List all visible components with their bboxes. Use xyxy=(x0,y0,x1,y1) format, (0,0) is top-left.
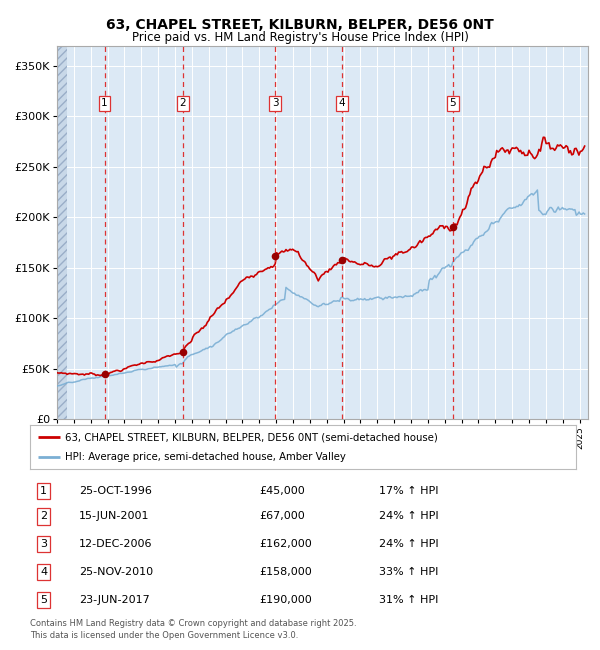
Text: This data is licensed under the Open Government Licence v3.0.: This data is licensed under the Open Gov… xyxy=(30,630,298,640)
Text: Price paid vs. HM Land Registry's House Price Index (HPI): Price paid vs. HM Land Registry's House … xyxy=(131,31,469,44)
Text: 1: 1 xyxy=(101,98,108,109)
Text: 17% ↑ HPI: 17% ↑ HPI xyxy=(379,486,439,496)
Text: 3: 3 xyxy=(40,540,47,549)
Bar xyxy=(57,46,67,419)
Text: 3: 3 xyxy=(272,98,278,109)
Text: 15-JUN-2001: 15-JUN-2001 xyxy=(79,512,149,521)
Text: 24% ↑ HPI: 24% ↑ HPI xyxy=(379,540,439,549)
Text: 2: 2 xyxy=(179,98,186,109)
Text: 63, CHAPEL STREET, KILBURN, BELPER, DE56 0NT: 63, CHAPEL STREET, KILBURN, BELPER, DE56… xyxy=(106,18,494,32)
Text: 63, CHAPEL STREET, KILBURN, BELPER, DE56 0NT (semi-detached house): 63, CHAPEL STREET, KILBURN, BELPER, DE56… xyxy=(65,432,439,442)
Text: 31% ↑ HPI: 31% ↑ HPI xyxy=(379,595,439,605)
Text: 4: 4 xyxy=(338,98,345,109)
Text: 2: 2 xyxy=(40,512,47,521)
Text: Contains HM Land Registry data © Crown copyright and database right 2025.: Contains HM Land Registry data © Crown c… xyxy=(30,619,356,628)
Text: 24% ↑ HPI: 24% ↑ HPI xyxy=(379,512,439,521)
Text: £162,000: £162,000 xyxy=(259,540,312,549)
Text: 4: 4 xyxy=(40,567,47,577)
Text: 25-NOV-2010: 25-NOV-2010 xyxy=(79,567,153,577)
Text: 5: 5 xyxy=(40,595,47,605)
Text: 1: 1 xyxy=(40,486,47,496)
Text: £67,000: £67,000 xyxy=(259,512,305,521)
Text: £45,000: £45,000 xyxy=(259,486,305,496)
Text: 5: 5 xyxy=(449,98,456,109)
Text: 12-DEC-2006: 12-DEC-2006 xyxy=(79,540,152,549)
Text: HPI: Average price, semi-detached house, Amber Valley: HPI: Average price, semi-detached house,… xyxy=(65,452,346,462)
Text: 33% ↑ HPI: 33% ↑ HPI xyxy=(379,567,439,577)
Text: £190,000: £190,000 xyxy=(259,595,312,605)
Text: £158,000: £158,000 xyxy=(259,567,312,577)
Text: 23-JUN-2017: 23-JUN-2017 xyxy=(79,595,150,605)
Text: 25-OCT-1996: 25-OCT-1996 xyxy=(79,486,152,496)
